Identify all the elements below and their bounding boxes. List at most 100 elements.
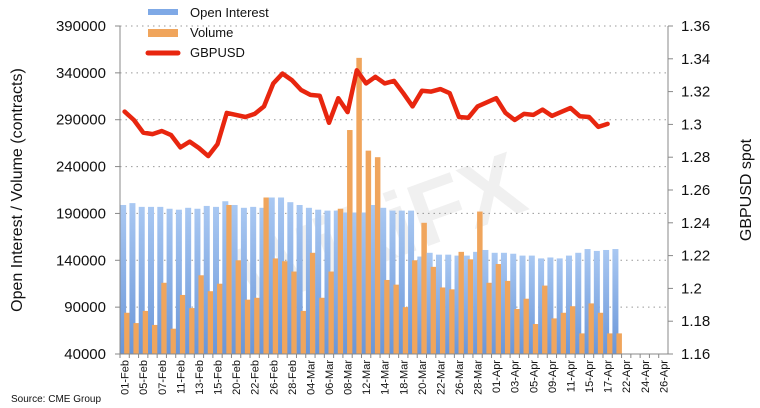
volume-bar (235, 260, 242, 354)
volume-bar (523, 298, 530, 354)
y2-tick-label: 1.16 (681, 346, 710, 363)
volume-bar (142, 310, 149, 354)
tick-labels: 40000 90000 140000 190000 240000 290000 340000… (56, 18, 710, 395)
legend-label-gbpusd: GBPUSD (190, 45, 245, 60)
volume-bar (569, 306, 576, 354)
x-tick-label: 01-Feb (120, 360, 132, 395)
open-interest-bar (287, 202, 294, 354)
volume-bar (579, 333, 585, 354)
legend-label-volume: Volume (190, 25, 233, 40)
y2-tick-label: 1.2 (681, 280, 702, 297)
volume-bar (282, 261, 288, 354)
open-interest-bar (426, 252, 433, 354)
volume-bar (439, 287, 446, 354)
open-interest-bar (398, 210, 405, 354)
volume-bar (133, 323, 139, 354)
legend-swatch-volume (148, 29, 178, 37)
x-tick-label: 22-Apr (621, 360, 633, 393)
open-interest-bar (185, 207, 192, 354)
open-interest-bar (305, 207, 312, 354)
x-tick-label: 28-Feb (287, 360, 299, 395)
open-interest-bar (138, 206, 145, 354)
open-interest-bar (370, 204, 377, 354)
volume-bar (124, 312, 130, 354)
x-tick-label: 22-Feb (250, 360, 262, 395)
open-interest-bar (361, 212, 368, 354)
y2-tick-label: 1.34 (681, 51, 710, 68)
open-interest-bar (538, 258, 545, 354)
open-interest-bar (510, 253, 517, 354)
volume-bar (402, 307, 409, 354)
y-tick-label: 390000 (56, 18, 106, 35)
volume-bar (421, 222, 427, 354)
volume-bar (551, 318, 557, 354)
x-tick-label: 20-Mar (417, 360, 429, 395)
volume-bar (616, 333, 622, 354)
open-interest-bar (389, 210, 396, 354)
volume-bar (384, 279, 390, 354)
volume-bar (430, 266, 437, 354)
open-interest-bar (547, 257, 554, 354)
open-interest-bar (315, 209, 322, 354)
x-tick-label: 05-Apr (528, 360, 540, 393)
volume-bar (495, 264, 502, 354)
y2-tick-label: 1.3 (681, 116, 702, 133)
volume-bar (477, 211, 483, 354)
open-interest-bar (268, 197, 275, 354)
volume-bar (356, 57, 362, 355)
open-interest-bar (491, 252, 498, 354)
volume-bar (504, 280, 511, 354)
open-interest-bar (556, 258, 563, 354)
x-tick-label: 24-Apr (640, 360, 652, 393)
y-tick-label: 90000 (64, 299, 106, 316)
volume-bar (254, 297, 260, 354)
x-tick-label: 03-Apr (510, 360, 522, 393)
open-interest-bar (166, 208, 173, 354)
x-tick-label: 07-Feb (157, 360, 169, 395)
open-interest-bar (250, 206, 257, 354)
open-interest-bar (380, 207, 387, 354)
open-interest-bar (445, 254, 452, 354)
volume-bar (272, 258, 279, 354)
volume-bar (560, 312, 567, 354)
x-tick-label: 18-Mar (398, 360, 410, 395)
x-tick-label: 11-Apr (565, 360, 577, 393)
volume-bar (244, 299, 251, 354)
y2-tick-label: 1.22 (681, 248, 710, 265)
y2-tick-label: 1.36 (681, 18, 710, 35)
open-interest-bar (352, 212, 359, 354)
y-tick-label: 40000 (64, 346, 106, 363)
open-interest-bar (463, 255, 470, 354)
y2-axis-label: GBPUSD spot (738, 138, 755, 241)
open-interest-bar (259, 207, 266, 354)
legend: Open Interest Volume GBPUSD (145, 5, 269, 60)
volume-bar (532, 324, 539, 354)
axes (115, 25, 673, 358)
x-tick-label: 28-Mar (473, 360, 485, 395)
open-interest-bar (240, 207, 247, 354)
x-tick-label: 26-Apr (658, 360, 670, 393)
x-tick-label: 17-Apr (603, 360, 615, 393)
open-interest-bar (593, 250, 600, 354)
volume-bar (198, 275, 204, 354)
source-note: Source: CME Group (11, 394, 101, 405)
volume-bar (374, 157, 381, 354)
open-interest-bar (575, 252, 582, 354)
legend-swatch-open-interest (148, 9, 178, 15)
open-interest-bar (500, 252, 507, 354)
x-tick-label: 01-Apr (491, 360, 503, 393)
x-tick-label: 05-Feb (138, 360, 150, 395)
volume-bar (170, 328, 177, 354)
volume-bar (226, 204, 232, 354)
gbpusd-line-group (122, 68, 610, 159)
y2-tick-label: 1.18 (681, 313, 710, 330)
volume-bar (467, 259, 474, 354)
volume-bar (365, 150, 372, 354)
open-interest-bar (565, 255, 572, 354)
x-tick-label: 22-Mar (435, 360, 447, 395)
y-axis-label: Open Interest / Volume (contracts) (9, 68, 26, 312)
volume-bar (393, 284, 399, 354)
volume-bar (542, 285, 548, 354)
x-tick-label: 04-Mar (305, 360, 317, 395)
